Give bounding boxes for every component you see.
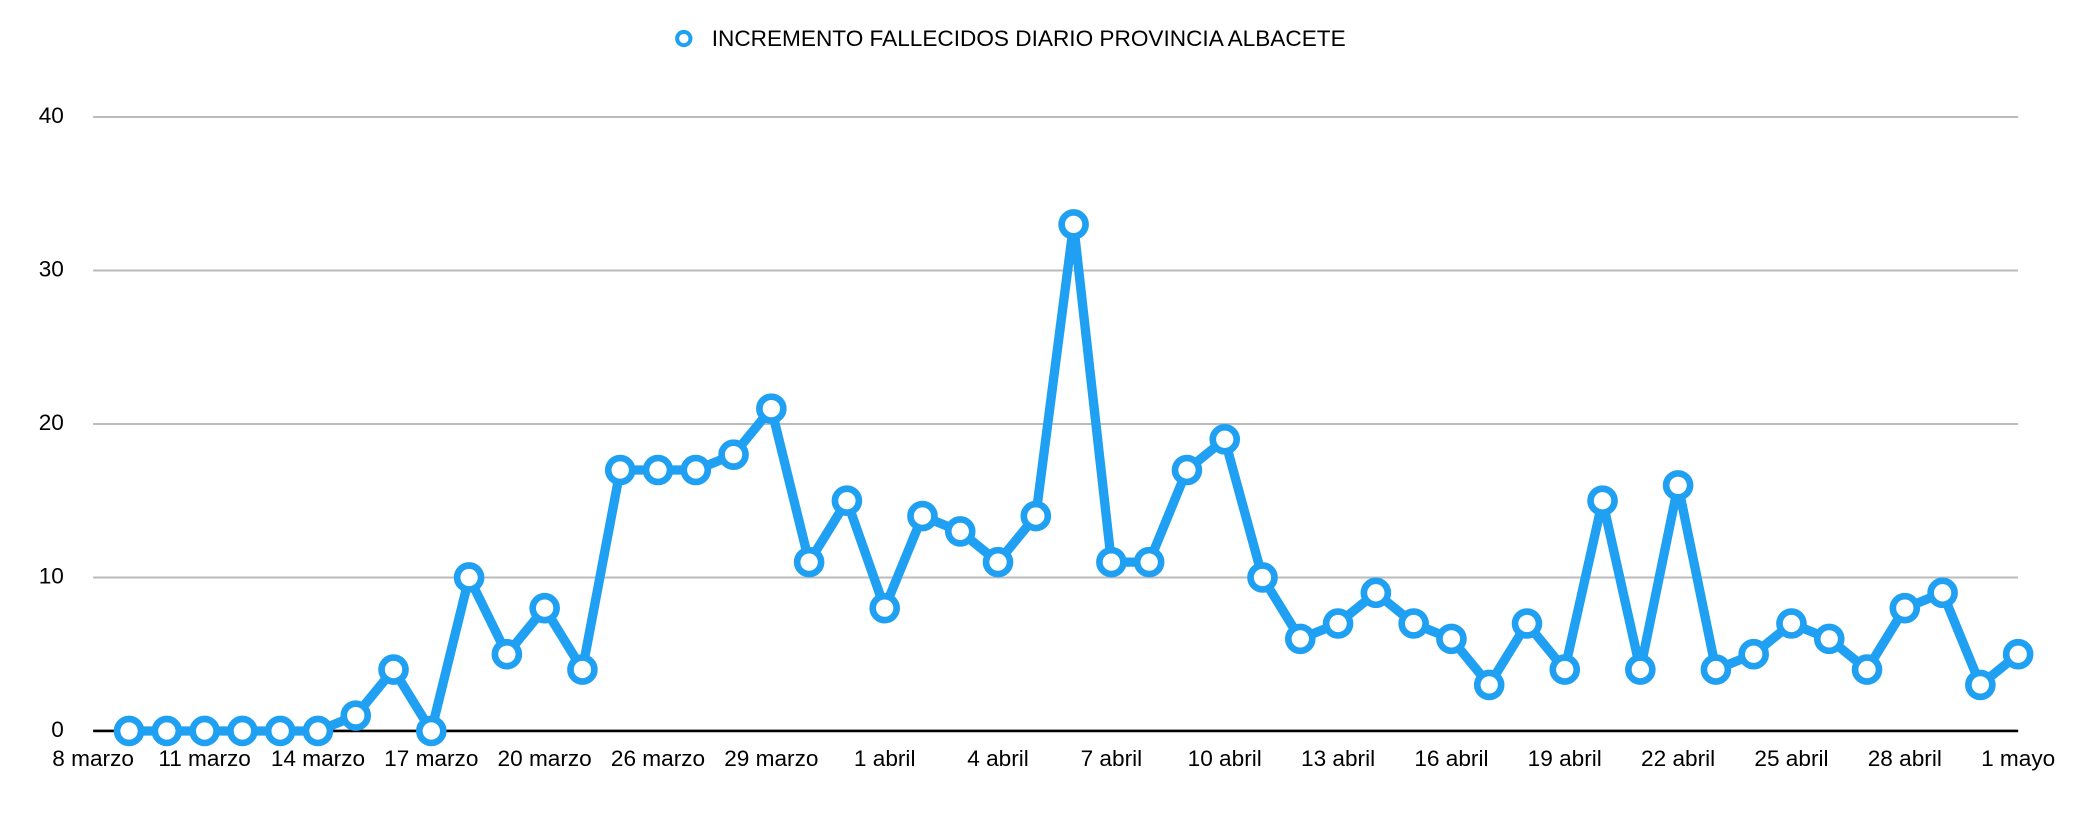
data-point xyxy=(1851,654,1883,685)
data-point xyxy=(264,715,296,747)
data-point xyxy=(982,546,1014,578)
x-tick-label: 29 marzo xyxy=(724,746,818,771)
x-tick-label: 17 marzo xyxy=(384,746,478,771)
data-point xyxy=(604,454,636,486)
data-point xyxy=(416,715,447,747)
data-point xyxy=(1247,562,1278,593)
data-point xyxy=(869,592,900,624)
data-point xyxy=(1700,654,1732,685)
data-point xyxy=(831,485,863,516)
x-tick-label: 10 abril xyxy=(1188,746,1262,771)
x-tick-label: 28 abril xyxy=(1868,746,1942,771)
x-tick-label: 25 abril xyxy=(1754,746,1828,771)
data-point xyxy=(1473,669,1505,701)
data-point xyxy=(113,715,145,747)
data-point xyxy=(567,654,598,685)
x-tick-label: 26 marzo xyxy=(611,746,705,771)
data-point xyxy=(2002,638,2034,670)
data-point xyxy=(1813,623,1845,655)
x-tick-label: 1 mayo xyxy=(1981,746,2055,771)
x-tick-label: 8 marzo xyxy=(52,746,134,771)
x-tick-label: 19 abril xyxy=(1528,746,1602,771)
x-tick-label: 4 abril xyxy=(967,746,1029,771)
data-point xyxy=(227,715,258,747)
data-point xyxy=(1133,546,1165,578)
data-point xyxy=(1020,500,1052,532)
data-point xyxy=(1587,485,1618,516)
data-point xyxy=(680,454,712,486)
x-tick-label: 14 marzo xyxy=(271,746,365,771)
data-point xyxy=(1284,623,1316,655)
legend-marker xyxy=(675,29,693,48)
data-point xyxy=(642,454,674,486)
x-tick-label: 11 marzo xyxy=(158,746,251,771)
data-point xyxy=(1927,577,1958,609)
data-point xyxy=(1511,608,1543,639)
data-point xyxy=(1776,608,1807,639)
data-point xyxy=(1058,209,1089,240)
data-point xyxy=(1889,592,1921,624)
data-point xyxy=(944,516,976,547)
data-point xyxy=(1549,654,1581,685)
data-point xyxy=(1360,577,1392,609)
data-point xyxy=(907,500,938,532)
data-point xyxy=(151,715,183,747)
data-point xyxy=(1171,454,1203,486)
y-tick-label: 10 xyxy=(39,563,64,588)
data-point xyxy=(1965,669,1996,701)
y-tick-label: 0 xyxy=(51,717,64,742)
data-point xyxy=(491,638,523,670)
y-tick-label: 30 xyxy=(39,256,64,281)
data-point xyxy=(1209,424,1241,455)
data-point xyxy=(718,439,749,470)
x-tick-label: 1 abril xyxy=(854,746,916,771)
data-point xyxy=(1398,608,1429,639)
x-tick-label: 16 abril xyxy=(1414,746,1488,771)
data-point xyxy=(378,654,409,685)
data-point xyxy=(756,393,787,424)
x-tick-label: 20 marzo xyxy=(498,746,592,771)
y-tick-label: 20 xyxy=(39,410,64,435)
y-tick-label: 40 xyxy=(39,103,64,128)
legend-label: INCREMENTO FALLECIDOS DIARIO PROVINCIA A… xyxy=(712,26,1346,51)
data-point xyxy=(1322,608,1354,639)
data-line xyxy=(129,219,2022,736)
x-tick-label: 13 abril xyxy=(1301,746,1375,771)
data-point xyxy=(302,715,334,747)
data-point xyxy=(1436,623,1467,655)
x-tick-label: 7 abril xyxy=(1081,746,1143,771)
data-point xyxy=(189,715,220,747)
data-point xyxy=(793,546,825,578)
x-tick-label: 22 abril xyxy=(1641,746,1715,771)
data-point xyxy=(340,700,372,731)
data-point xyxy=(1662,470,1694,501)
data-point xyxy=(453,562,485,593)
data-point xyxy=(529,592,560,624)
data-point xyxy=(1738,638,1769,670)
data-point xyxy=(1096,546,1127,578)
data-point xyxy=(1625,654,1656,685)
